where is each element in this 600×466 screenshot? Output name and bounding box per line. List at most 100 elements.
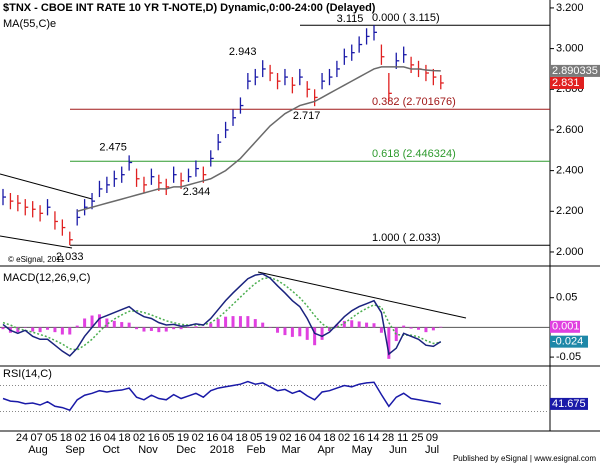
- line: [2, 273, 442, 357]
- histogram-bar: [402, 325, 406, 328]
- x-month-label: Mar: [282, 444, 301, 456]
- histogram-bar: [53, 327, 57, 333]
- histogram-bar: [135, 327, 139, 330]
- price-annotation: 2.943: [229, 46, 257, 58]
- histogram-bar: [46, 327, 50, 330]
- histogram-bar: [194, 326, 198, 328]
- price-annotation: 3.115: [337, 13, 364, 25]
- histogram-bar: [179, 327, 183, 330]
- fib-label: 1.000 ( 2.033): [372, 232, 441, 244]
- histogram-bar: [417, 327, 421, 330]
- value-tag-label: 0.001: [552, 321, 580, 333]
- histogram-bar: [379, 327, 383, 333]
- histogram-bar: [342, 320, 346, 328]
- line: [2, 276, 441, 351]
- histogram-bar: [387, 327, 391, 359]
- watermark: © eSignal, 2011: [8, 255, 65, 264]
- x-tick-label: 16: [148, 432, 160, 444]
- x-month-label: Sep: [65, 444, 85, 456]
- x-tick-label: 02: [279, 432, 291, 444]
- x-tick-label: 24: [16, 432, 28, 444]
- histogram-bar: [127, 322, 131, 328]
- histogram-bar: [253, 319, 257, 328]
- histogram-bar: [201, 327, 205, 328]
- x-tick-label: 09: [426, 432, 438, 444]
- histogram-bar: [142, 327, 146, 332]
- histogram-bar: [216, 319, 220, 328]
- histogram-bar: [298, 327, 302, 337]
- histogram-bar: [357, 321, 361, 328]
- histogram-bar: [157, 327, 161, 333]
- price-annotation: 2.475: [99, 141, 127, 153]
- x-tick-label: 19: [265, 432, 277, 444]
- histogram-bar: [164, 327, 168, 332]
- histogram-bar: [172, 327, 176, 330]
- x-tick-label: 28: [382, 432, 394, 444]
- x-tick-label: 05: [250, 432, 262, 444]
- x-tick-label: 18: [323, 432, 335, 444]
- x-tick-label: 16: [206, 432, 218, 444]
- histogram-bar: [90, 315, 94, 328]
- y-tick-label: -0.05: [556, 351, 581, 363]
- histogram-bar: [97, 314, 101, 328]
- y-tick-label: 2.400: [556, 165, 584, 177]
- histogram-bar: [1, 327, 5, 330]
- histogram-bar: [261, 322, 265, 328]
- histogram-bar: [350, 320, 354, 328]
- value-tag: [550, 76, 584, 89]
- x-tick-label: 14: [367, 432, 379, 444]
- histogram-bar: [38, 327, 42, 333]
- x-tick-label: 05: [45, 432, 57, 444]
- histogram-bar: [305, 327, 309, 340]
- pane-title: MACD(12,26,9,C): [3, 272, 90, 284]
- histogram-bar: [83, 318, 87, 328]
- chart-title: $TNX - CBOE INT RATE 10 YR T-NOTE,D) Dyn…: [3, 2, 376, 14]
- price-annotation: 2.344: [183, 186, 211, 198]
- histogram-bar: [149, 327, 153, 331]
- histogram-bar: [105, 318, 109, 328]
- fib-label: 0.000 ( 3.115): [372, 12, 440, 24]
- y-tick-label: 0.05: [556, 292, 577, 304]
- value-tag: [550, 335, 588, 348]
- value-tag-label: 41.675: [552, 398, 586, 410]
- x-tick-label: 04: [309, 432, 321, 444]
- x-month-label: Jun: [389, 444, 407, 456]
- x-tick-label: 07: [31, 432, 43, 444]
- histogram-bar: [313, 327, 317, 346]
- x-month-label: May: [352, 444, 373, 456]
- x-tick-label: 16: [353, 432, 365, 444]
- histogram-bar: [372, 323, 376, 328]
- histogram-bar: [120, 322, 124, 328]
- histogram-bar: [409, 327, 413, 329]
- value-tag-label: 2.890335: [552, 65, 598, 77]
- x-tick-label: 05: [162, 432, 174, 444]
- x-month-label: Aug: [28, 444, 48, 456]
- histogram-bar: [424, 327, 428, 333]
- y-tick-label: 2.200: [556, 205, 584, 217]
- histogram-bar: [320, 327, 324, 340]
- histogram-bar: [276, 327, 280, 333]
- x-tick-label: 16: [294, 432, 306, 444]
- histogram-bar: [290, 327, 294, 337]
- line: [77, 66, 441, 213]
- x-tick-label: 25: [411, 432, 423, 444]
- x-tick-label: 16: [89, 432, 101, 444]
- trendline: [0, 235, 73, 249]
- histogram-bar: [283, 327, 287, 336]
- x-tick-label: 02: [74, 432, 86, 444]
- histogram-bar: [224, 316, 228, 328]
- y-tick-label: 2.600: [556, 124, 584, 136]
- x-month-label: Apr: [317, 444, 334, 456]
- histogram-bar: [238, 316, 242, 328]
- x-tick-label: 19: [177, 432, 189, 444]
- histogram-bar: [187, 327, 190, 328]
- value-tag: [550, 320, 580, 333]
- x-tick-label: 18: [118, 432, 130, 444]
- histogram-bar: [16, 327, 20, 333]
- histogram-bar: [60, 327, 64, 335]
- trendline: [257, 271, 467, 319]
- x-month-label: Dec: [176, 444, 196, 456]
- histogram-bar: [75, 325, 79, 328]
- x-tick-label: 02: [133, 432, 145, 444]
